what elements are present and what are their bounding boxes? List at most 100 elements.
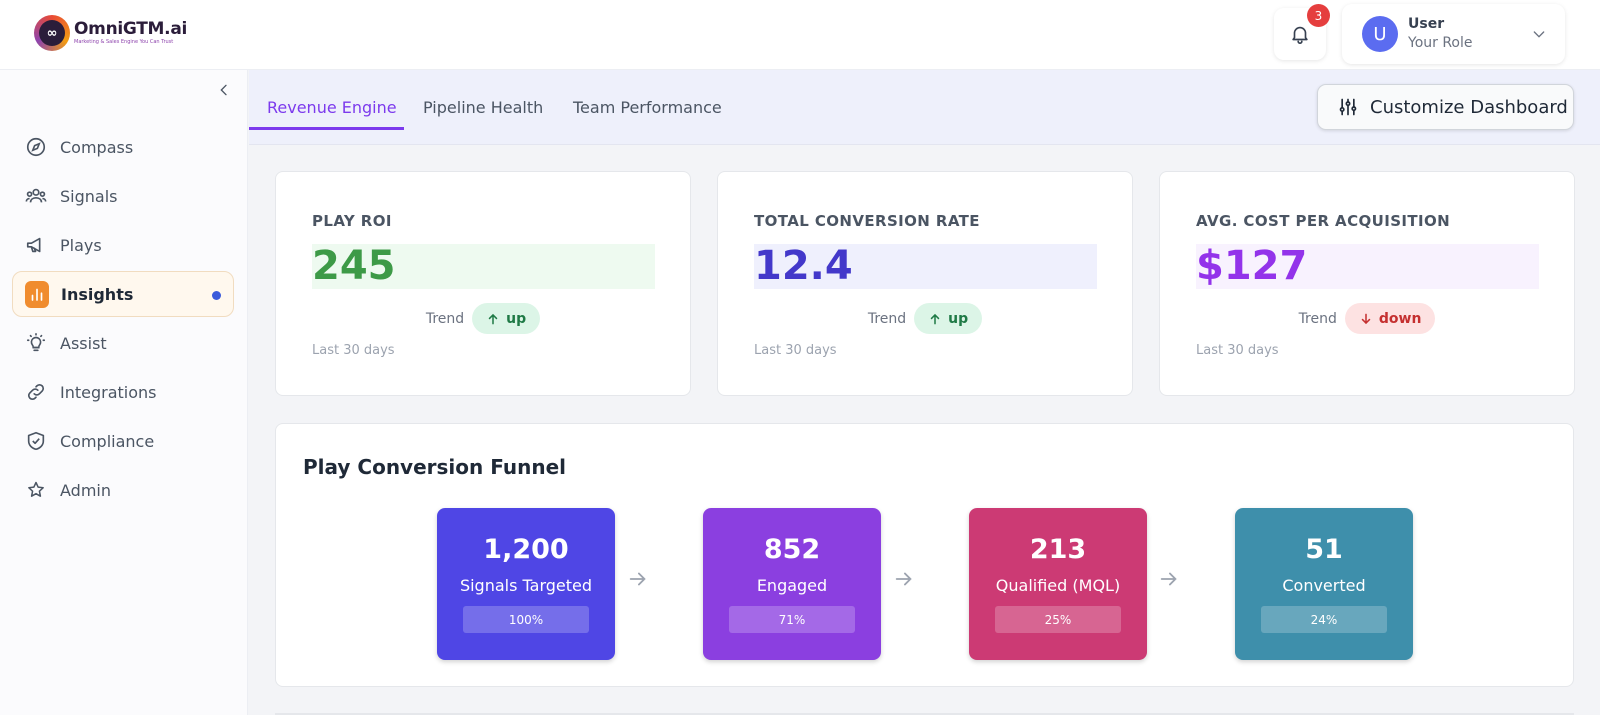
kpi-title: AVG. COST PER ACQUISITION [1196, 212, 1451, 230]
user-name: User [1408, 16, 1445, 32]
kpi-card-play-roi: PLAY ROI 245 Trend up Last 30 days [275, 171, 691, 396]
stage-count: 51 [1305, 534, 1343, 565]
star-icon [24, 478, 48, 502]
sidebar-item-label: Assist [60, 333, 107, 353]
sidebar-item-label: Integrations [60, 382, 157, 402]
arrow-down-icon [1361, 313, 1371, 324]
sidebar-item-compass[interactable]: Compass [12, 124, 234, 170]
sidebar-item-insights[interactable]: Insights [12, 271, 234, 317]
trend-badge: up [472, 303, 541, 334]
trend-badge: down [1344, 303, 1436, 334]
kpi-trend: Trend up [276, 303, 690, 334]
arrow-up-icon [488, 313, 498, 324]
kpi-value: 245 [312, 243, 396, 289]
stage-name: Engaged [756, 576, 828, 595]
avatar: U [1362, 16, 1398, 52]
funnel-stage-engaged[interactable]: 852 Engaged 71% [703, 508, 881, 660]
tab-revenue-engine[interactable]: Revenue Engine [267, 98, 397, 117]
kpi-period: Last 30 days [1196, 343, 1279, 358]
kpi-value-highlight: 12.4 [754, 244, 1097, 289]
stage-percent: 71% [729, 606, 855, 633]
sidebar-item-plays[interactable]: Plays [12, 222, 234, 268]
stage-count: 852 [763, 534, 821, 565]
kpi-trend: Trend down [1160, 303, 1574, 334]
chevron-down-icon [1533, 31, 1545, 38]
sidebar-item-signals[interactable]: Signals [12, 173, 234, 219]
sidebar-item-label: Insights [61, 284, 134, 304]
sidebar-item-label: Compliance [60, 431, 155, 451]
tab-pipeline-health[interactable]: Pipeline Health [423, 98, 544, 117]
trend-value: down [1378, 310, 1422, 327]
bell-icon [1292, 26, 1308, 44]
lightbulb-icon [24, 331, 48, 355]
sidebar: Compass Signals Plays Insights [0, 70, 248, 715]
compass-icon [24, 135, 48, 159]
stage-percent: 100% [463, 606, 589, 633]
sidebar-item-integrations[interactable]: Integrations [12, 369, 234, 415]
kpi-value-highlight: 245 [312, 244, 655, 289]
funnel-stage-signals-targeted[interactable]: 1,200 Signals Targeted 100% [437, 508, 615, 660]
bar-chart-icon [25, 280, 49, 308]
stage-percent: 25% [995, 606, 1121, 633]
infinity-icon: ∞ [39, 20, 65, 46]
top-header: ∞ OmniGTM.ai Marketing & Sales Engine Yo… [0, 0, 1600, 70]
brand-tagline: Marketing & Sales Engine You Can Trust [74, 39, 174, 45]
sidebar-item-compliance[interactable]: Compliance [12, 418, 234, 464]
sidebar-nav: Compass Signals Plays Insights [12, 124, 234, 516]
kpi-card-avg-cost-per-acquisition: AVG. COST PER ACQUISITION $127 Trend dow… [1159, 171, 1575, 396]
customize-dashboard-button[interactable]: Customize Dashboard [1317, 84, 1574, 130]
kpi-value-highlight: $127 [1196, 244, 1539, 289]
users-icon [24, 184, 48, 208]
arrow-up-icon [930, 313, 940, 324]
logo-mark: ∞ [34, 15, 70, 51]
funnel-stage-converted[interactable]: 51 Converted 24% [1235, 508, 1413, 660]
kpi-trend: Trend up [718, 303, 1132, 334]
funnel-title: Play Conversion Funnel [303, 455, 567, 479]
collapse-sidebar-icon[interactable] [216, 82, 232, 98]
arrow-right-icon [629, 572, 646, 586]
trend-label: Trend [867, 310, 907, 327]
kpi-card-total-conversion-rate: TOTAL CONVERSION RATE 12.4 Trend up Last… [717, 171, 1133, 396]
notifications-button[interactable]: 3 [1274, 4, 1330, 60]
user-menu[interactable]: U User Your Role [1342, 4, 1565, 64]
sliders-icon [1339, 98, 1357, 116]
funnel-stage-qualified-mql[interactable]: 213 Qualified (MQL) 25% [969, 508, 1147, 660]
sidebar-item-label: Admin [60, 480, 111, 500]
kpi-title: PLAY ROI [312, 212, 392, 230]
megaphone-icon [24, 233, 48, 257]
stage-name: Signals Targeted [459, 576, 593, 595]
stage-count: 213 [1029, 534, 1087, 565]
kpi-value: 12.4 [754, 243, 853, 289]
kpi-value: $127 [1196, 243, 1308, 289]
sidebar-item-label: Signals [60, 186, 118, 206]
sidebar-item-label: Compass [60, 137, 134, 157]
active-indicator-dot [212, 291, 221, 300]
trend-label: Trend [1298, 310, 1337, 327]
brand-name: OmniGTM.ai [74, 19, 188, 39]
trend-value: up [948, 310, 969, 327]
arrow-right-icon [895, 572, 912, 586]
stage-name: Converted [1282, 576, 1366, 595]
trend-badge: up [914, 303, 983, 334]
kpi-period: Last 30 days [754, 343, 837, 358]
trend-label: Trend [425, 310, 465, 327]
next-card-edge [275, 713, 1574, 715]
stage-name: Qualified (MQL) [995, 576, 1121, 595]
tab-team-performance[interactable]: Team Performance [573, 98, 722, 117]
brand-logo[interactable]: ∞ OmniGTM.ai Marketing & Sales Engine Yo… [34, 15, 187, 51]
arrow-right-icon [1160, 572, 1177, 586]
notification-count-badge: 3 [1307, 4, 1330, 27]
link-icon [24, 380, 48, 404]
sidebar-item-label: Plays [60, 235, 102, 255]
sidebar-item-admin[interactable]: Admin [12, 467, 234, 513]
kpi-period: Last 30 days [312, 343, 395, 358]
trend-value: up [506, 310, 527, 327]
shield-check-icon [24, 429, 48, 453]
stage-count: 1,200 [483, 534, 569, 565]
user-role: Your Role [1408, 35, 1473, 51]
kpi-title: TOTAL CONVERSION RATE [754, 212, 980, 230]
play-conversion-funnel: Play Conversion Funnel 1,200 Signals Tar… [275, 423, 1574, 687]
active-tab-underline [249, 127, 404, 130]
sidebar-item-assist[interactable]: Assist [12, 320, 234, 366]
customize-dashboard-label: Customize Dashboard [1370, 96, 1568, 118]
